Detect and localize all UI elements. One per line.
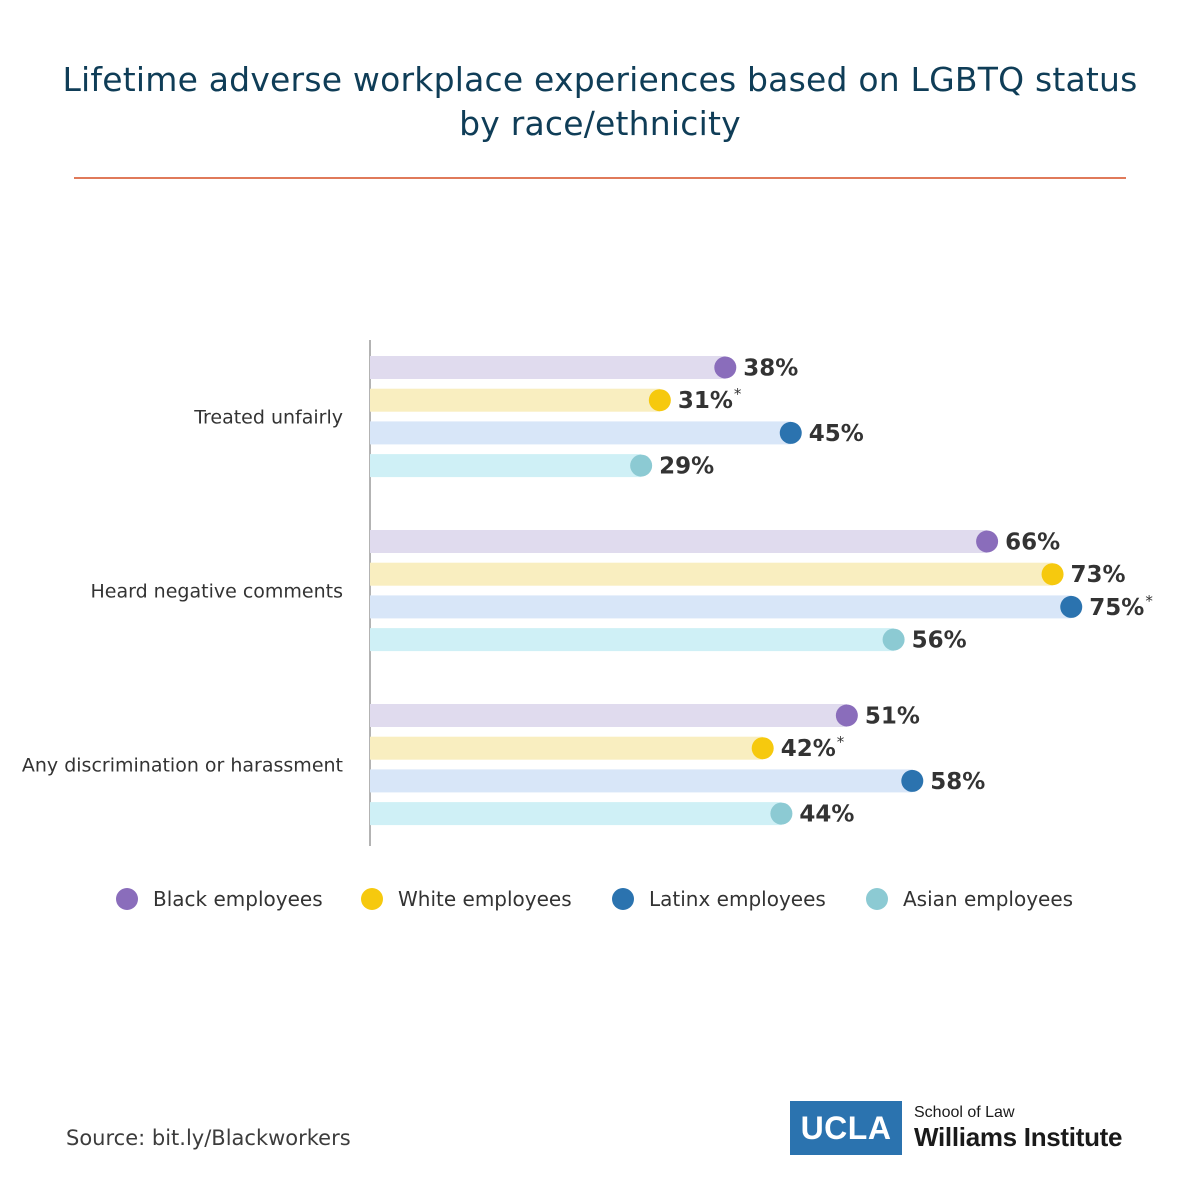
bar-end-dot [648, 389, 671, 412]
bar-end-dot [714, 356, 737, 379]
data-label: 66% [1005, 530, 1060, 556]
legend-label: Asian employees [903, 887, 1073, 911]
bar [370, 595, 1072, 619]
bar [370, 530, 988, 553]
data-label: 29% [659, 454, 714, 480]
data-label: 56% [912, 628, 967, 654]
bar-end-dot [882, 628, 905, 651]
bar [370, 562, 1053, 586]
bar-end-dot [630, 454, 653, 477]
bar [370, 802, 782, 826]
data-label: 42% [781, 736, 836, 762]
legend-marker [361, 888, 383, 910]
data-label: 31% [678, 388, 733, 414]
bar-end-dot [901, 769, 924, 792]
ucla-williams-logo: UCLA School of Law Williams Institute [790, 1101, 1122, 1155]
source-note: Source: bit.ly/Blackworkers [66, 1126, 351, 1150]
bar-end-dot [976, 530, 999, 553]
bar [370, 454, 642, 478]
bar [370, 769, 913, 793]
data-label: 58% [930, 769, 985, 795]
bar-end-dot [835, 704, 858, 727]
bar [370, 704, 847, 727]
bar [370, 628, 894, 652]
bar [370, 356, 726, 379]
data-label: 75% [1089, 595, 1144, 621]
category-label: Heard negative comments [90, 581, 343, 603]
chart-title: Lifetime adverse workplace experiences b… [62, 60, 1138, 143]
bar-end-dot [1060, 595, 1083, 618]
significance-asterisk: * [1145, 592, 1153, 610]
bar [370, 736, 763, 760]
significance-asterisk: * [837, 733, 845, 751]
data-label: 38% [743, 356, 798, 382]
legend-marker [612, 888, 634, 910]
ucla-logo-box: UCLA [790, 1101, 902, 1155]
bar-end-dot [751, 737, 774, 760]
significance-asterisk: * [734, 385, 742, 403]
legend-marker [866, 888, 888, 910]
logo-school-of-law: School of Law [914, 1104, 1015, 1121]
data-label: 73% [1071, 562, 1126, 588]
logo-text: School of Law Williams Institute [902, 1101, 1122, 1155]
bar-end-dot [770, 802, 793, 825]
category-label: Any discrimination or harassment [22, 755, 343, 777]
logo-williams-institute: Williams Institute [914, 1122, 1123, 1152]
legend-marker [116, 888, 138, 910]
bar-end-dot [779, 421, 802, 444]
category-label: Treated unfairly [193, 407, 343, 429]
title-divider [74, 177, 1126, 179]
legend-label: Latinx employees [649, 887, 826, 911]
data-label: 44% [799, 802, 854, 828]
bar-end-dot [1041, 563, 1064, 586]
bar [370, 421, 791, 445]
legend-label: Black employees [153, 887, 323, 911]
legend-label: White employees [398, 887, 572, 911]
data-label: 51% [865, 704, 920, 730]
bar [370, 388, 660, 412]
data-label: 45% [809, 421, 864, 447]
